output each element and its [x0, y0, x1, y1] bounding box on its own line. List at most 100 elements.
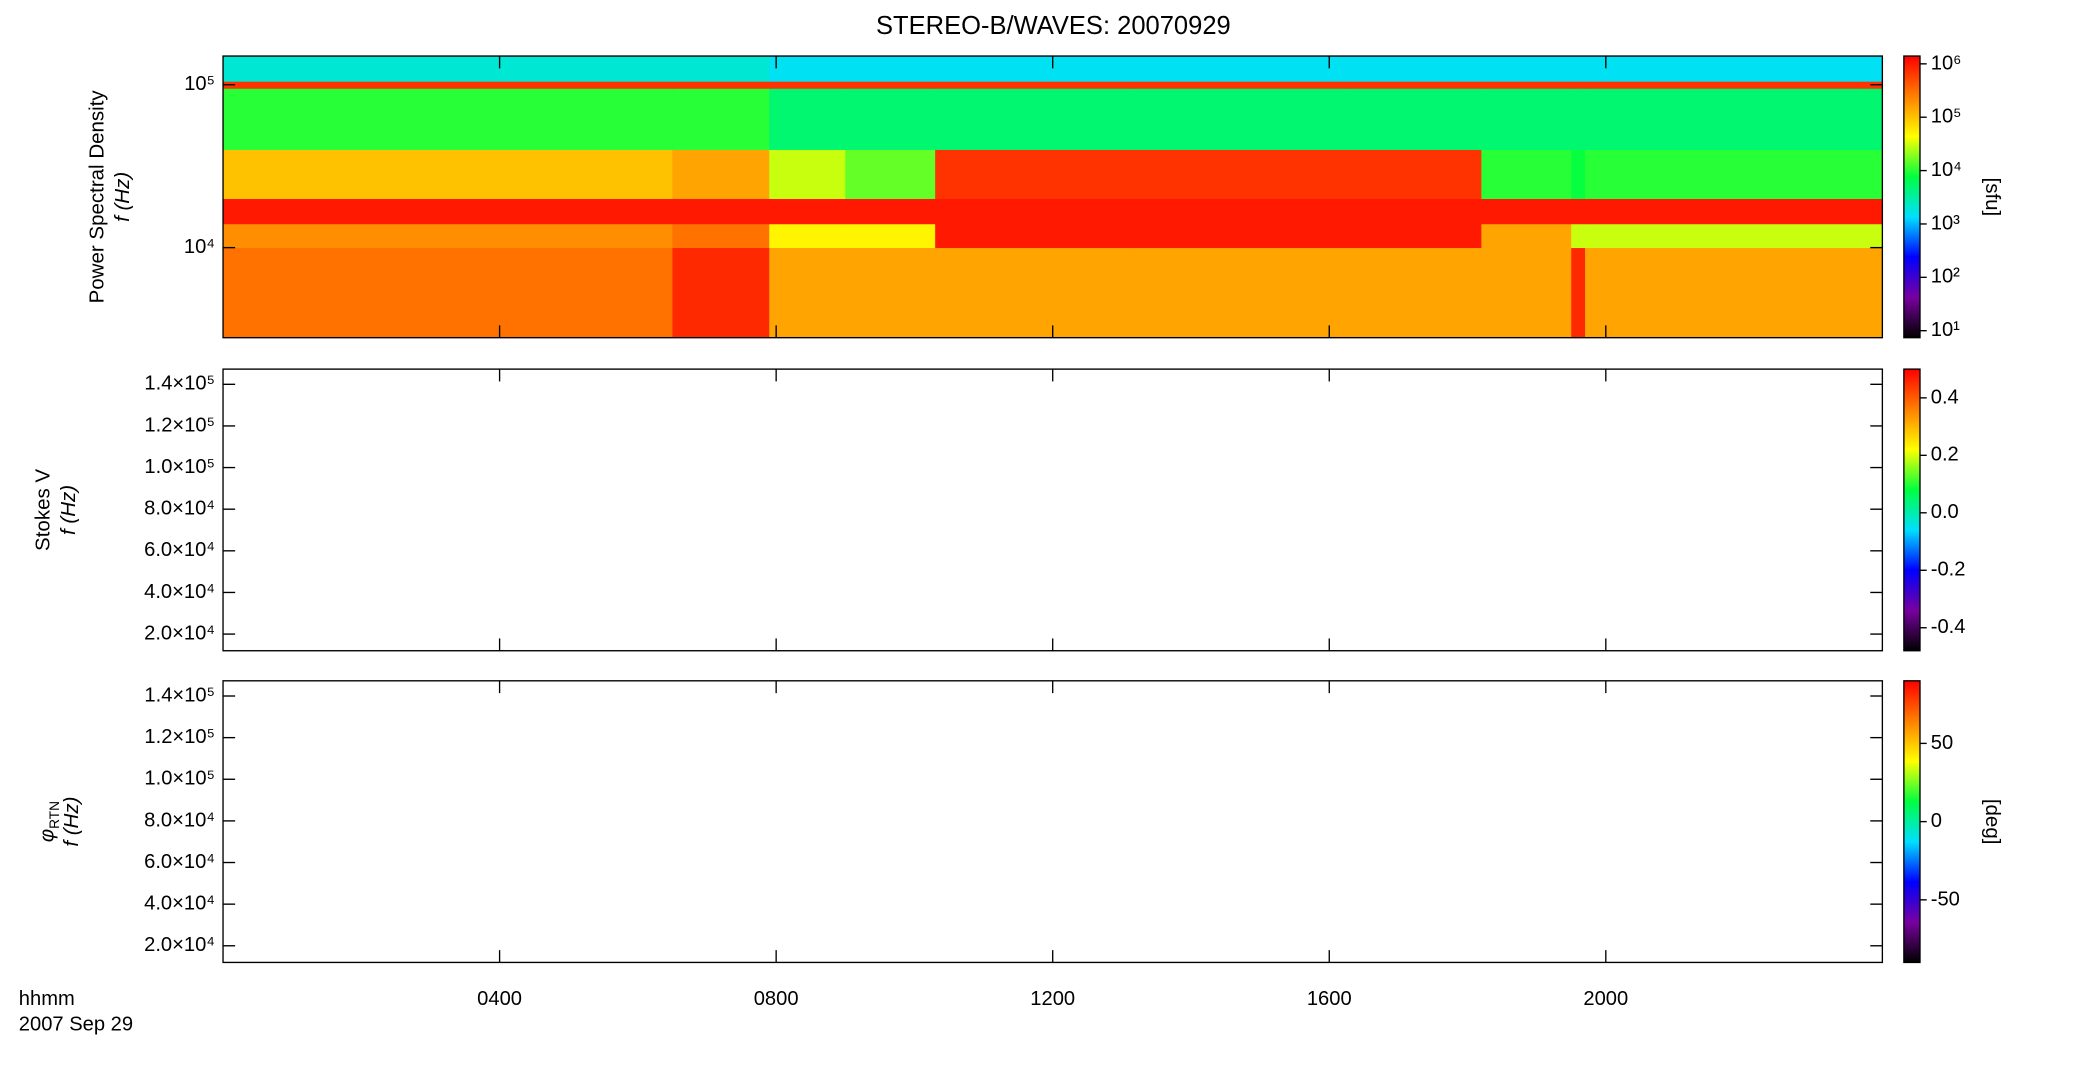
- colorbar-tick-label: 10⁴: [1931, 159, 1962, 181]
- colorbar-tick-label: 10⁵: [1931, 105, 1962, 127]
- colorbar-label: [sfu]: [1981, 177, 2003, 216]
- colorbar-tick-label: 10²: [1931, 266, 1960, 288]
- heatmap-cell: [1585, 149, 1883, 199]
- heatmap-cell: [935, 223, 1130, 249]
- heatmap-cell: [1349, 81, 1482, 89]
- y-axis-label: φRTN: [37, 801, 62, 842]
- heatmap-cell: [769, 81, 846, 89]
- heatmap-cell: [223, 223, 673, 249]
- y-tick-label: 1.0×10⁵: [144, 456, 215, 478]
- heatmap-cell: [1571, 247, 1586, 339]
- colorbar-tick-label: 0: [1931, 810, 1942, 832]
- y-axis-label: Power Spectral Density: [87, 89, 109, 303]
- y-tick-label: 2.0×10⁴: [144, 934, 215, 956]
- y-tick-label: 1.4×10⁵: [144, 373, 215, 395]
- y-tick-label: 4.0×10⁴: [144, 892, 215, 914]
- heatmap-cell: [1481, 56, 1572, 82]
- colorbar: [1903, 55, 1921, 339]
- heatmap-cell: [1349, 88, 1482, 150]
- y-tick-label: 4.0×10⁴: [144, 581, 215, 603]
- y-tick-label: 2.0×10⁴: [144, 622, 215, 644]
- heatmap-cell: [1128, 56, 1351, 82]
- x-tick-label: 1200: [1030, 988, 1075, 1010]
- heatmap-cell: [1128, 88, 1351, 150]
- colorbar-tick-label: -50: [1931, 888, 1960, 910]
- heatmap-cell: [845, 198, 936, 225]
- heatmap-cell: [1481, 149, 1572, 199]
- y-axis-label: f (Hz): [112, 172, 134, 222]
- heatmap-cell: [672, 149, 770, 199]
- heatmap-cell: [769, 198, 846, 225]
- heatmap-cell: [1571, 149, 1586, 199]
- heatmap-cell: [672, 81, 770, 89]
- heatmap-cell: [769, 88, 846, 150]
- heatmap-cell: [1571, 88, 1586, 150]
- heatmap-cell: [223, 81, 673, 89]
- heatmap-cell: [1571, 56, 1586, 82]
- heatmap-cell: [935, 198, 1130, 225]
- colorbar-tick-label: 50: [1931, 732, 1953, 754]
- heatmap-cell: [1349, 247, 1482, 339]
- colorbar-tick-label: 0.0: [1931, 501, 1959, 523]
- heatmap-cell: [1349, 223, 1482, 249]
- heatmap-cell: [935, 56, 1130, 82]
- heatmap-cell: [1481, 247, 1572, 339]
- x-tick-label: 2000: [1583, 988, 1628, 1010]
- heatmap-cell: [1585, 88, 1883, 150]
- x-axis-date: 2007 Sep 29: [19, 1014, 133, 1036]
- heatmap-cell: [845, 223, 936, 249]
- heatmap-cell: [1128, 198, 1351, 225]
- colorbar-tick-label: 0.2: [1931, 444, 1959, 466]
- heatmap-cell: [935, 88, 1130, 150]
- colorbar-tick-label: -0.2: [1931, 559, 1966, 581]
- y-tick-label: 1.4×10⁵: [144, 684, 215, 706]
- heatmap-cell: [672, 247, 770, 339]
- colorbar-tick-label: 10¹: [1931, 319, 1960, 341]
- heatmap-cell: [672, 223, 770, 249]
- heatmap-cell: [672, 88, 770, 150]
- heatmap-cell: [1481, 88, 1572, 150]
- y-tick-label: 8.0×10⁴: [144, 809, 215, 831]
- colorbar-tick-label: -0.4: [1931, 616, 1966, 638]
- heatmap-cell: [1585, 198, 1883, 225]
- y-tick-label: 1.2×10⁵: [144, 726, 215, 748]
- heatmap-cell: [1571, 223, 1586, 249]
- heatmap-cell: [1585, 223, 1883, 249]
- heatmap-cell: [672, 56, 770, 82]
- y-tick-label: 1.0×10⁵: [144, 768, 215, 790]
- chart-title: STEREO-B/WAVES: 20070929: [876, 12, 1231, 40]
- colorbar-label: [deg]: [1981, 799, 2003, 845]
- y-tick-label: 6.0×10⁴: [144, 539, 215, 561]
- heatmap-cell: [1481, 223, 1572, 249]
- heatmap-cell: [223, 247, 673, 339]
- colorbar-tick-label: 0.4: [1931, 386, 1959, 408]
- heatmap-cell: [223, 56, 673, 82]
- y-axis-symbol: φ: [37, 829, 59, 842]
- heatmap-cell: [845, 88, 936, 150]
- colorbar-tick-label: 10³: [1931, 212, 1960, 234]
- heatmap-cell: [769, 149, 846, 199]
- x-tick-label: 1600: [1307, 988, 1352, 1010]
- y-tick-label: 8.0×10⁴: [144, 497, 215, 519]
- y-axis-label: f (Hz): [58, 485, 80, 535]
- y-tick-label: 1.2×10⁵: [144, 414, 215, 436]
- heatmap-cell: [769, 223, 846, 249]
- heatmap-cell: [1128, 81, 1351, 89]
- y-tick-label: 6.0×10⁴: [144, 851, 215, 873]
- colorbar-tick-label: 10⁶: [1931, 52, 1962, 74]
- colorbar: [1903, 680, 1921, 964]
- heatmap-cell: [223, 88, 673, 150]
- heatmap-cell: [935, 149, 1130, 199]
- heatmap-cell: [935, 81, 1130, 89]
- heatmap-cell: [1571, 198, 1586, 225]
- heatmap-cell: [1585, 56, 1883, 82]
- heatmap-cell: [1481, 198, 1572, 225]
- heatmap-cell: [935, 247, 1130, 339]
- y-axis-subscript: RTN: [47, 801, 62, 829]
- heatmap-cell: [769, 247, 846, 339]
- heatmap-cell: [845, 247, 936, 339]
- heatmap-cell: [1349, 56, 1482, 82]
- colorbar: [1903, 368, 1921, 652]
